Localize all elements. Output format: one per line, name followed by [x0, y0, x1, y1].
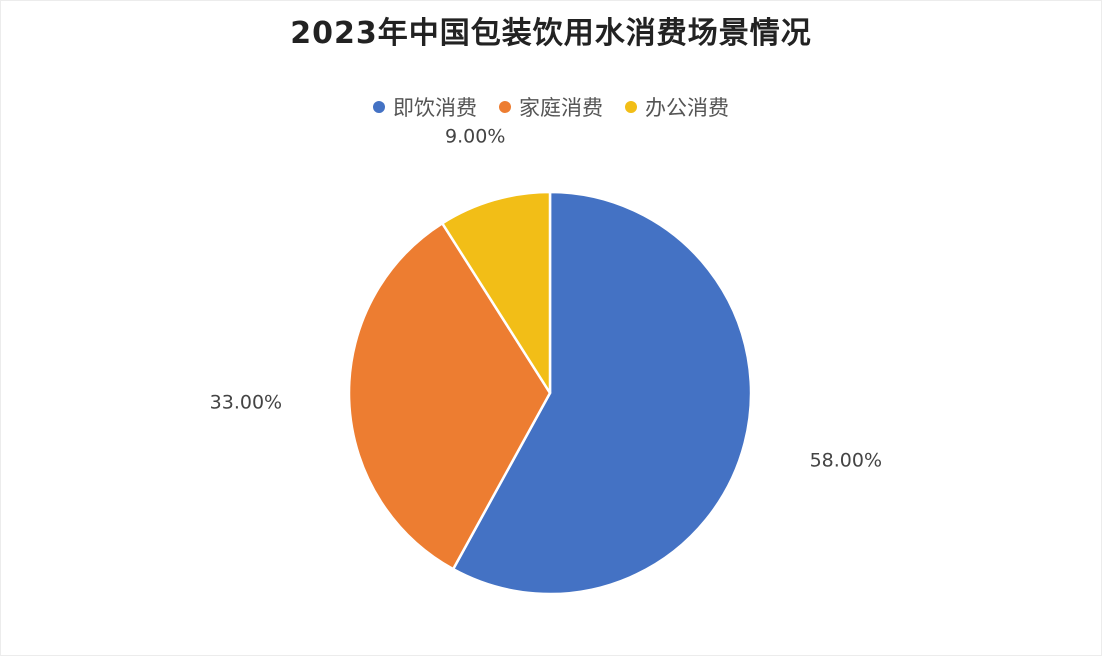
- legend-swatch-household: [499, 101, 511, 113]
- slice-label-instant: 58.00%: [810, 450, 882, 472]
- slice-label-household: 33.00%: [210, 391, 282, 413]
- legend-label-household: 家庭消费: [519, 96, 603, 120]
- pie-slice-instant: [451, 190, 753, 596]
- pie-labels: 58.00% 33.00% 9.00%: [210, 126, 882, 472]
- pie-slice-office: [441, 190, 552, 395]
- legend-item-household: 家庭消费: [499, 92, 603, 122]
- pie-slice-household: [347, 222, 552, 571]
- legend-label-instant: 即饮消费: [393, 96, 477, 120]
- legend-label-office: 办公消费: [645, 96, 729, 120]
- pie-slices: [347, 190, 753, 596]
- legend-item-office: 办公消费: [625, 92, 729, 122]
- legend-swatch-office: [625, 101, 637, 113]
- slice-label-office: 9.00%: [445, 126, 505, 148]
- chart-legend: 即饮消费 家庭消费 办公消费: [0, 92, 1102, 122]
- chart-title: 2023年中国包装饮用水消费场景情况: [290, 16, 812, 51]
- legend-swatch-instant: [373, 101, 385, 113]
- legend-item-instant: 即饮消费: [373, 92, 477, 122]
